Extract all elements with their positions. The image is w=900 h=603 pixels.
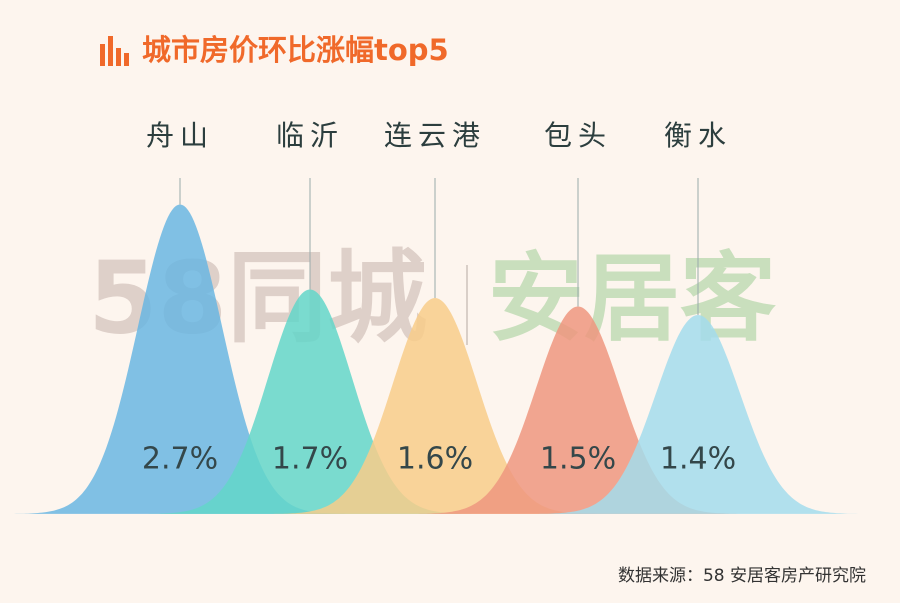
category-label: 衡水	[664, 119, 732, 152]
value-label: 2.7%	[142, 442, 218, 477]
peak	[142, 289, 478, 514]
peak	[267, 298, 603, 514]
peak	[530, 315, 866, 514]
value-label: 1.7%	[272, 442, 348, 477]
category-label: 临沂	[276, 119, 344, 152]
peak	[12, 204, 348, 514]
category-label: 连云港	[384, 119, 486, 152]
category-label: 包头	[544, 119, 612, 152]
source-note: 数据来源：58 安居客房产研究院	[618, 566, 866, 586]
curves: 舟山 2.7% 临沂 1.7% 连云港 1.6% 包头 1.5% 衡水 1.4%	[12, 119, 866, 514]
value-label: 1.5%	[540, 442, 616, 477]
value-label: 1.6%	[397, 442, 473, 477]
category-label: 舟山	[146, 119, 214, 152]
chart-title: 城市房价环比涨幅top5	[142, 33, 449, 67]
value-label: 1.4%	[660, 442, 736, 477]
peak	[410, 306, 746, 514]
watermark: 安居客	[488, 242, 776, 354]
title-icon	[100, 36, 129, 66]
